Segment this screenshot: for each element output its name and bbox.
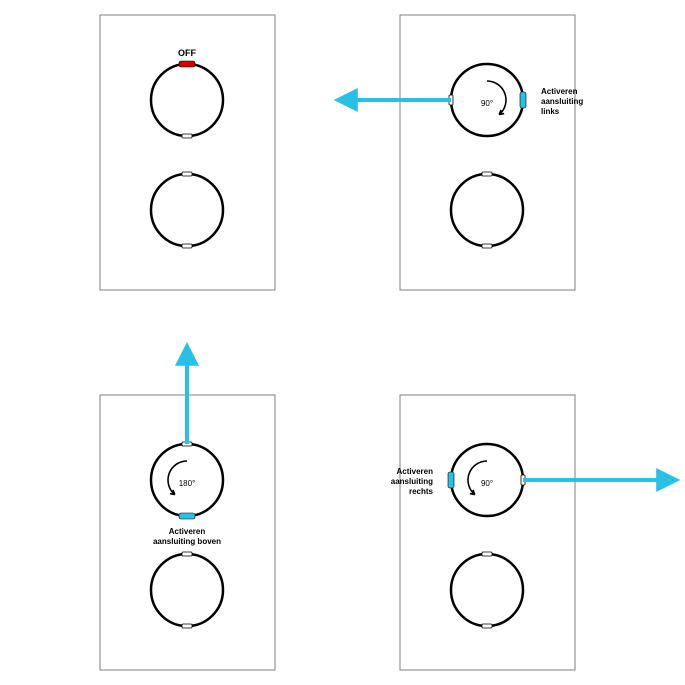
caption-line: aansluiting boven [153,537,221,546]
panel-links: 90° Activerenaansluitinglinks [341,15,583,290]
caption-line: Activeren [169,527,206,536]
rotation-degree-label: 180° [179,479,196,488]
caption-line: Activeren [541,87,578,96]
dial-bottom [151,174,223,246]
dial-bottom [451,554,523,626]
caption-line: rechts [409,487,434,496]
panel-rechts: 90° Activerenaansluitingrechts [391,395,673,670]
dial-top [151,64,223,136]
panel-frame [400,395,575,670]
panel-frame [400,15,575,290]
off-label: OFF [178,48,196,58]
rotation-degree-label: 90° [481,479,493,488]
caption-line: aansluiting [391,477,433,486]
caption-line: aansluiting [541,97,583,106]
caption-line: links [541,107,560,116]
valve-positions-diagram: OFF90°Activerenaansluitinglinks180°Activ… [0,0,685,685]
panel-boven: 180° Activerenaansluiting boven [100,349,275,670]
rotation-degree-label: 90° [481,99,493,108]
caption-line: Activeren [397,467,434,476]
panel-off: OFF [100,15,275,290]
dial-bottom [451,174,523,246]
dial-bottom [151,554,223,626]
